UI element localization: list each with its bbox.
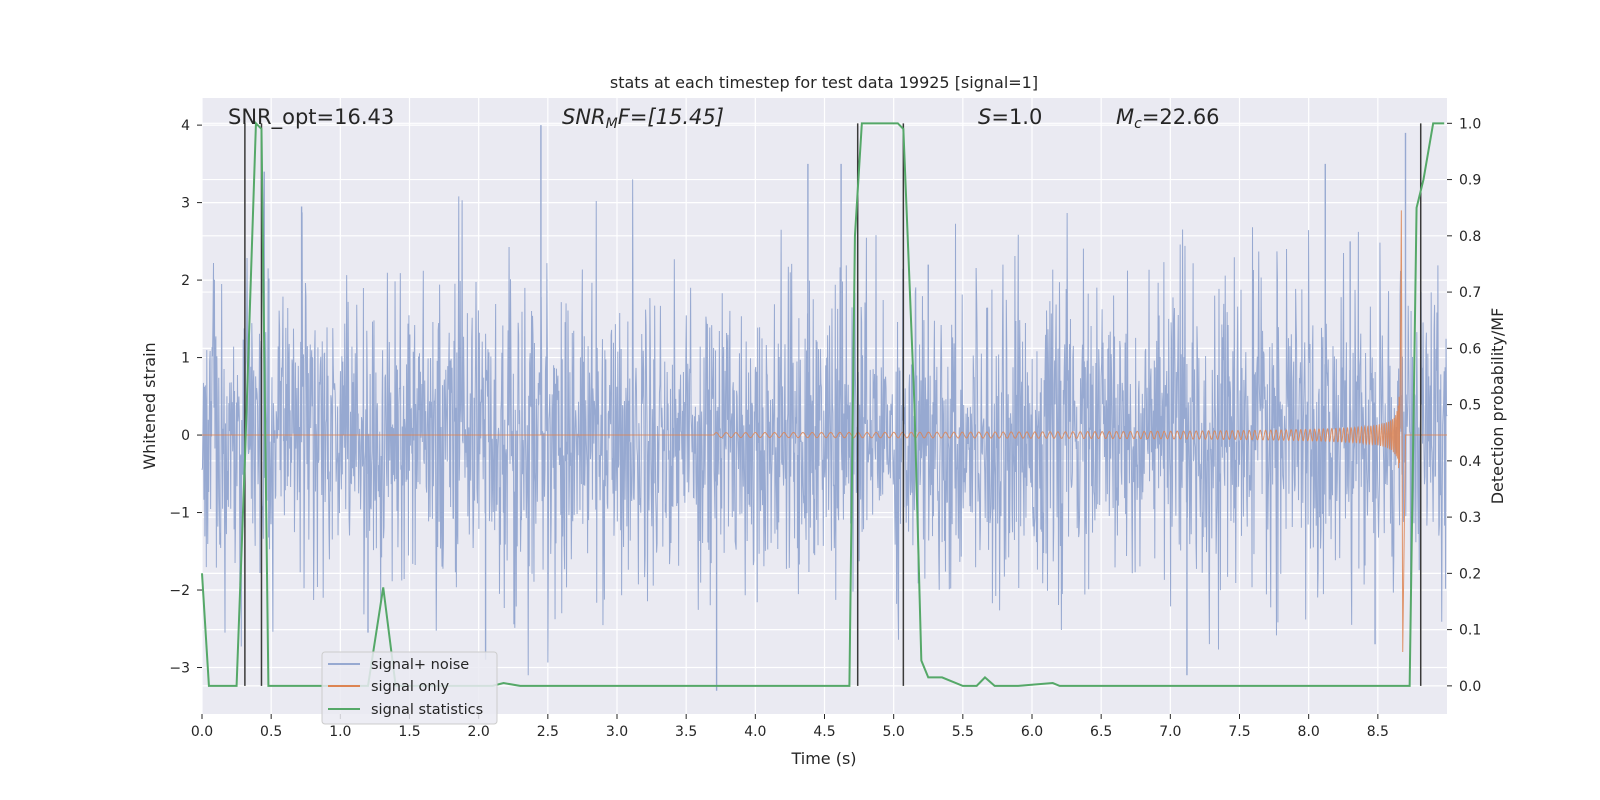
x-tick-label-1: 0.5 xyxy=(260,724,282,740)
x-tick-label-9: 4.5 xyxy=(813,724,835,740)
y-tick-label-7: 4 xyxy=(181,118,190,134)
y2-tick-label-9: 0.9 xyxy=(1459,173,1481,189)
x-tick-label-15: 7.5 xyxy=(1228,724,1250,740)
vertical-markers xyxy=(244,123,1422,686)
y2-tick-label-7: 0.7 xyxy=(1459,285,1481,301)
x-tick-label-8: 4.0 xyxy=(744,724,766,740)
legend-label-signal-noise: signal+ noise xyxy=(371,657,469,673)
y-tick-label-6: 3 xyxy=(181,196,190,212)
x-tick-label-5: 2.5 xyxy=(537,724,559,740)
x-tick-label-2: 1.0 xyxy=(329,724,351,740)
y-axis-label: Whitened strain xyxy=(140,342,159,469)
x-tick-label-4: 2.0 xyxy=(468,724,490,740)
chart-title: stats at each timestep for test data 199… xyxy=(610,73,1038,92)
y2-tick-label-3: 0.3 xyxy=(1459,510,1481,526)
signal-noise-series xyxy=(201,125,1448,691)
y2-axis-ticks: 0.0 0.1 0.2 0.3 0.4 0.5 0.6 0.7 0.8 0.9 1.0 xyxy=(1447,116,1481,695)
y2-tick-label-8: 0.8 xyxy=(1459,229,1481,245)
y-axis-ticks: −3 −2 −1 0 1 2 3 4 xyxy=(169,118,202,677)
x-tick-label-17: 8.5 xyxy=(1367,724,1389,740)
y2-axis-label: Detection probability/MF xyxy=(1488,308,1507,505)
signal-only-line xyxy=(202,210,1447,653)
x-axis-ticks: 0.0 0.5 1.0 1.5 2.0 2.5 3.0 3.5 4.0 4.5 5.0 5.5 6.0 6… xyxy=(191,714,1389,740)
x-tick-label-14: 7.0 xyxy=(1159,724,1181,740)
signal-noise-line xyxy=(201,179,1448,676)
y2-tick-label-5: 0.5 xyxy=(1459,398,1481,414)
y2-tick-label-0: 0.0 xyxy=(1459,679,1481,695)
y-tick-label-4: 1 xyxy=(181,351,190,367)
y-tick-label-3: 0 xyxy=(181,428,190,444)
y2-tick-label-6: 0.6 xyxy=(1459,341,1481,357)
y2-tick-label-10: 1.0 xyxy=(1459,116,1481,132)
y2-tick-label-4: 0.4 xyxy=(1459,454,1481,470)
signal-only-series xyxy=(202,210,1447,653)
x-tick-label-7: 3.5 xyxy=(675,724,697,740)
y-tick-label-5: 2 xyxy=(181,273,190,289)
x-tick-label-0: 0.0 xyxy=(191,724,213,740)
annotation-snr-opt: SNR_opt=16.43 xyxy=(228,105,394,130)
x-tick-label-3: 1.5 xyxy=(398,724,420,740)
y2-tick-label-2: 0.2 xyxy=(1459,566,1481,582)
y-tick-label-0: −3 xyxy=(169,661,190,677)
x-tick-label-16: 8.0 xyxy=(1298,724,1320,740)
y-tick-label-2: −1 xyxy=(169,506,190,522)
x-tick-label-6: 3.0 xyxy=(606,724,628,740)
signal-statistics-series xyxy=(201,120,1445,687)
annotation-snr-mf: SNRMF=[15.45] xyxy=(562,105,724,132)
y2-tick-label-1: 0.1 xyxy=(1459,623,1481,639)
x-tick-label-13: 6.5 xyxy=(1090,724,1112,740)
legend-box xyxy=(321,651,498,725)
x-tick-label-12: 6.0 xyxy=(1021,724,1043,740)
annotation-mc: Mc=22.66 xyxy=(1116,105,1220,132)
legend-label-signal-statistics: signal statistics xyxy=(371,702,483,718)
legend-label-signal-only: signal only xyxy=(371,679,450,695)
x-axis-label: Time (s) xyxy=(790,749,856,768)
x-tick-label-11: 5.5 xyxy=(952,724,974,740)
x-tick-label-10: 5.0 xyxy=(883,724,905,740)
annotation-s: S=1.0 xyxy=(978,105,1042,129)
signal-statistics-line xyxy=(201,120,1445,687)
legend: signal+ noise signal only signal statist… xyxy=(321,651,498,725)
y-tick-label-1: −2 xyxy=(169,583,190,599)
